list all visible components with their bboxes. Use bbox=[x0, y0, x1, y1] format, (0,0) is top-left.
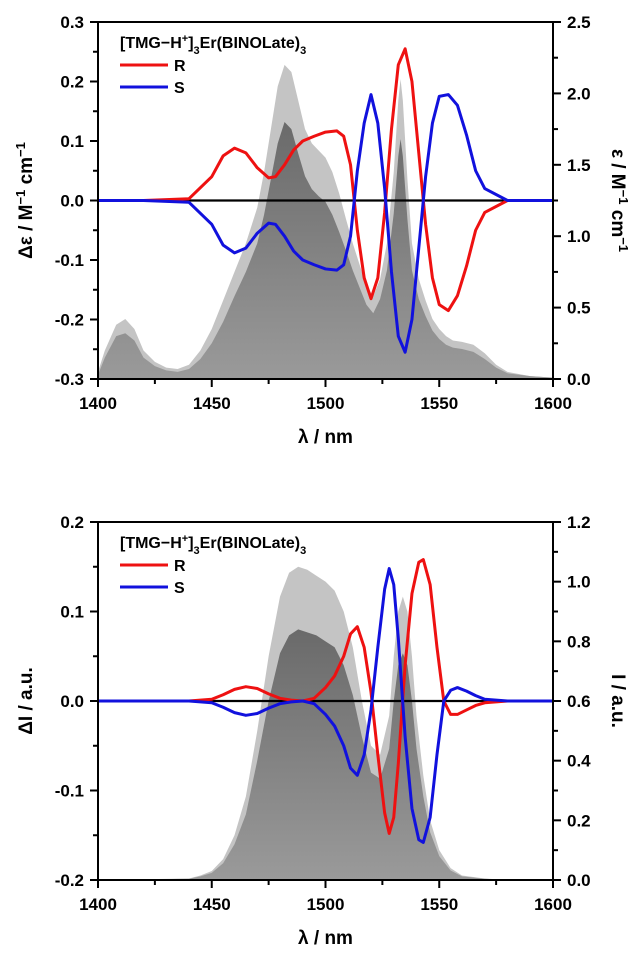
y-left-tick-label: 0.2 bbox=[60, 513, 84, 532]
y-right-tick-label: 0.6 bbox=[567, 692, 591, 711]
y-right-tick-label: 0.5 bbox=[567, 299, 591, 318]
x-tick-label: 1600 bbox=[534, 394, 572, 413]
y-left-tick-label: -0.1 bbox=[55, 251, 84, 270]
y-right-axis-title: I / a.u. bbox=[607, 674, 628, 728]
x-tick-label: 1400 bbox=[79, 394, 117, 413]
y-right-tick-label: 1.0 bbox=[567, 573, 591, 592]
y-right-tick-label: 0.0 bbox=[567, 370, 591, 389]
y-right-tick-label: 0.2 bbox=[567, 811, 591, 830]
x-tick-label: 1500 bbox=[307, 895, 345, 914]
top-panel: 1400 1450 1500 1550 1600 -0.3 -0.2 -0.1 0.0 0.1 0.… bbox=[13, 13, 632, 448]
y-left-axis-title: Δε / M−1 cm−1 bbox=[13, 142, 38, 259]
x-tick-label: 1500 bbox=[307, 394, 345, 413]
y-left-tick-label: 0.0 bbox=[60, 192, 84, 211]
bottom-panel: 1400 1450 1500 1550 1600 -0.2 -0.1 0.0 0.1 0.2 0.0… bbox=[16, 513, 628, 949]
series-line-S bbox=[98, 93, 553, 354]
spectrum-band-3 bbox=[98, 121, 553, 380]
y-right-tick-label: 1.0 bbox=[567, 227, 591, 246]
legend-label-S: S bbox=[174, 580, 185, 597]
x-tick-label: 1450 bbox=[193, 895, 231, 914]
y-right-tick-label: 0.0 bbox=[567, 871, 591, 890]
x-axis-title: λ / nm bbox=[298, 427, 353, 448]
y-left-tick-label: -0.2 bbox=[55, 311, 84, 330]
y-left-axis-title: ΔI / a.u. bbox=[16, 667, 37, 735]
legend-label-S: S bbox=[174, 80, 185, 97]
y-left-tick-label: 0.3 bbox=[60, 13, 84, 32]
y-right-tick-label: 0.4 bbox=[567, 752, 591, 771]
y-right-tick-label: 2.5 bbox=[567, 13, 591, 32]
x-tick-label: 1450 bbox=[193, 394, 231, 413]
y-left-tick-label: 0.1 bbox=[60, 603, 84, 622]
series-line-S bbox=[98, 567, 553, 844]
x-axis-title: λ / nm bbox=[298, 928, 353, 949]
compound-label: [TMG−H+]3Er(BINOLate)3 bbox=[120, 33, 306, 57]
y-right-tick-label: 1.2 bbox=[567, 513, 591, 532]
x-tick-label: 1400 bbox=[79, 895, 117, 914]
y-left-tick-label: 0.1 bbox=[60, 132, 84, 151]
y-left-tick-label: 0.0 bbox=[60, 692, 84, 711]
y-right-tick-label: 2.0 bbox=[567, 84, 591, 103]
y-left-tick-label: -0.1 bbox=[55, 782, 84, 801]
y-left-tick-label: 0.2 bbox=[60, 73, 84, 92]
y-left-tick-label: -0.2 bbox=[55, 871, 84, 890]
legend-label-R: R bbox=[174, 558, 186, 575]
x-tick-label: 1550 bbox=[420, 895, 458, 914]
compound-label: [TMG−H+]3Er(BINOLate)3 bbox=[120, 533, 306, 557]
y-left-tick-label: -0.3 bbox=[55, 370, 84, 389]
series-line-R bbox=[98, 47, 553, 313]
y-right-tick-label: 1.5 bbox=[567, 156, 591, 175]
x-tick-label: 1550 bbox=[420, 394, 458, 413]
y-right-axis-title: ε / M−1 cm−1 bbox=[607, 149, 632, 252]
spectrum-band-3 bbox=[98, 629, 553, 880]
y-right-tick-label: 0.8 bbox=[567, 632, 591, 651]
x-tick-label: 1600 bbox=[534, 895, 572, 914]
series-line-R bbox=[98, 558, 553, 835]
legend-label-R: R bbox=[174, 58, 186, 75]
